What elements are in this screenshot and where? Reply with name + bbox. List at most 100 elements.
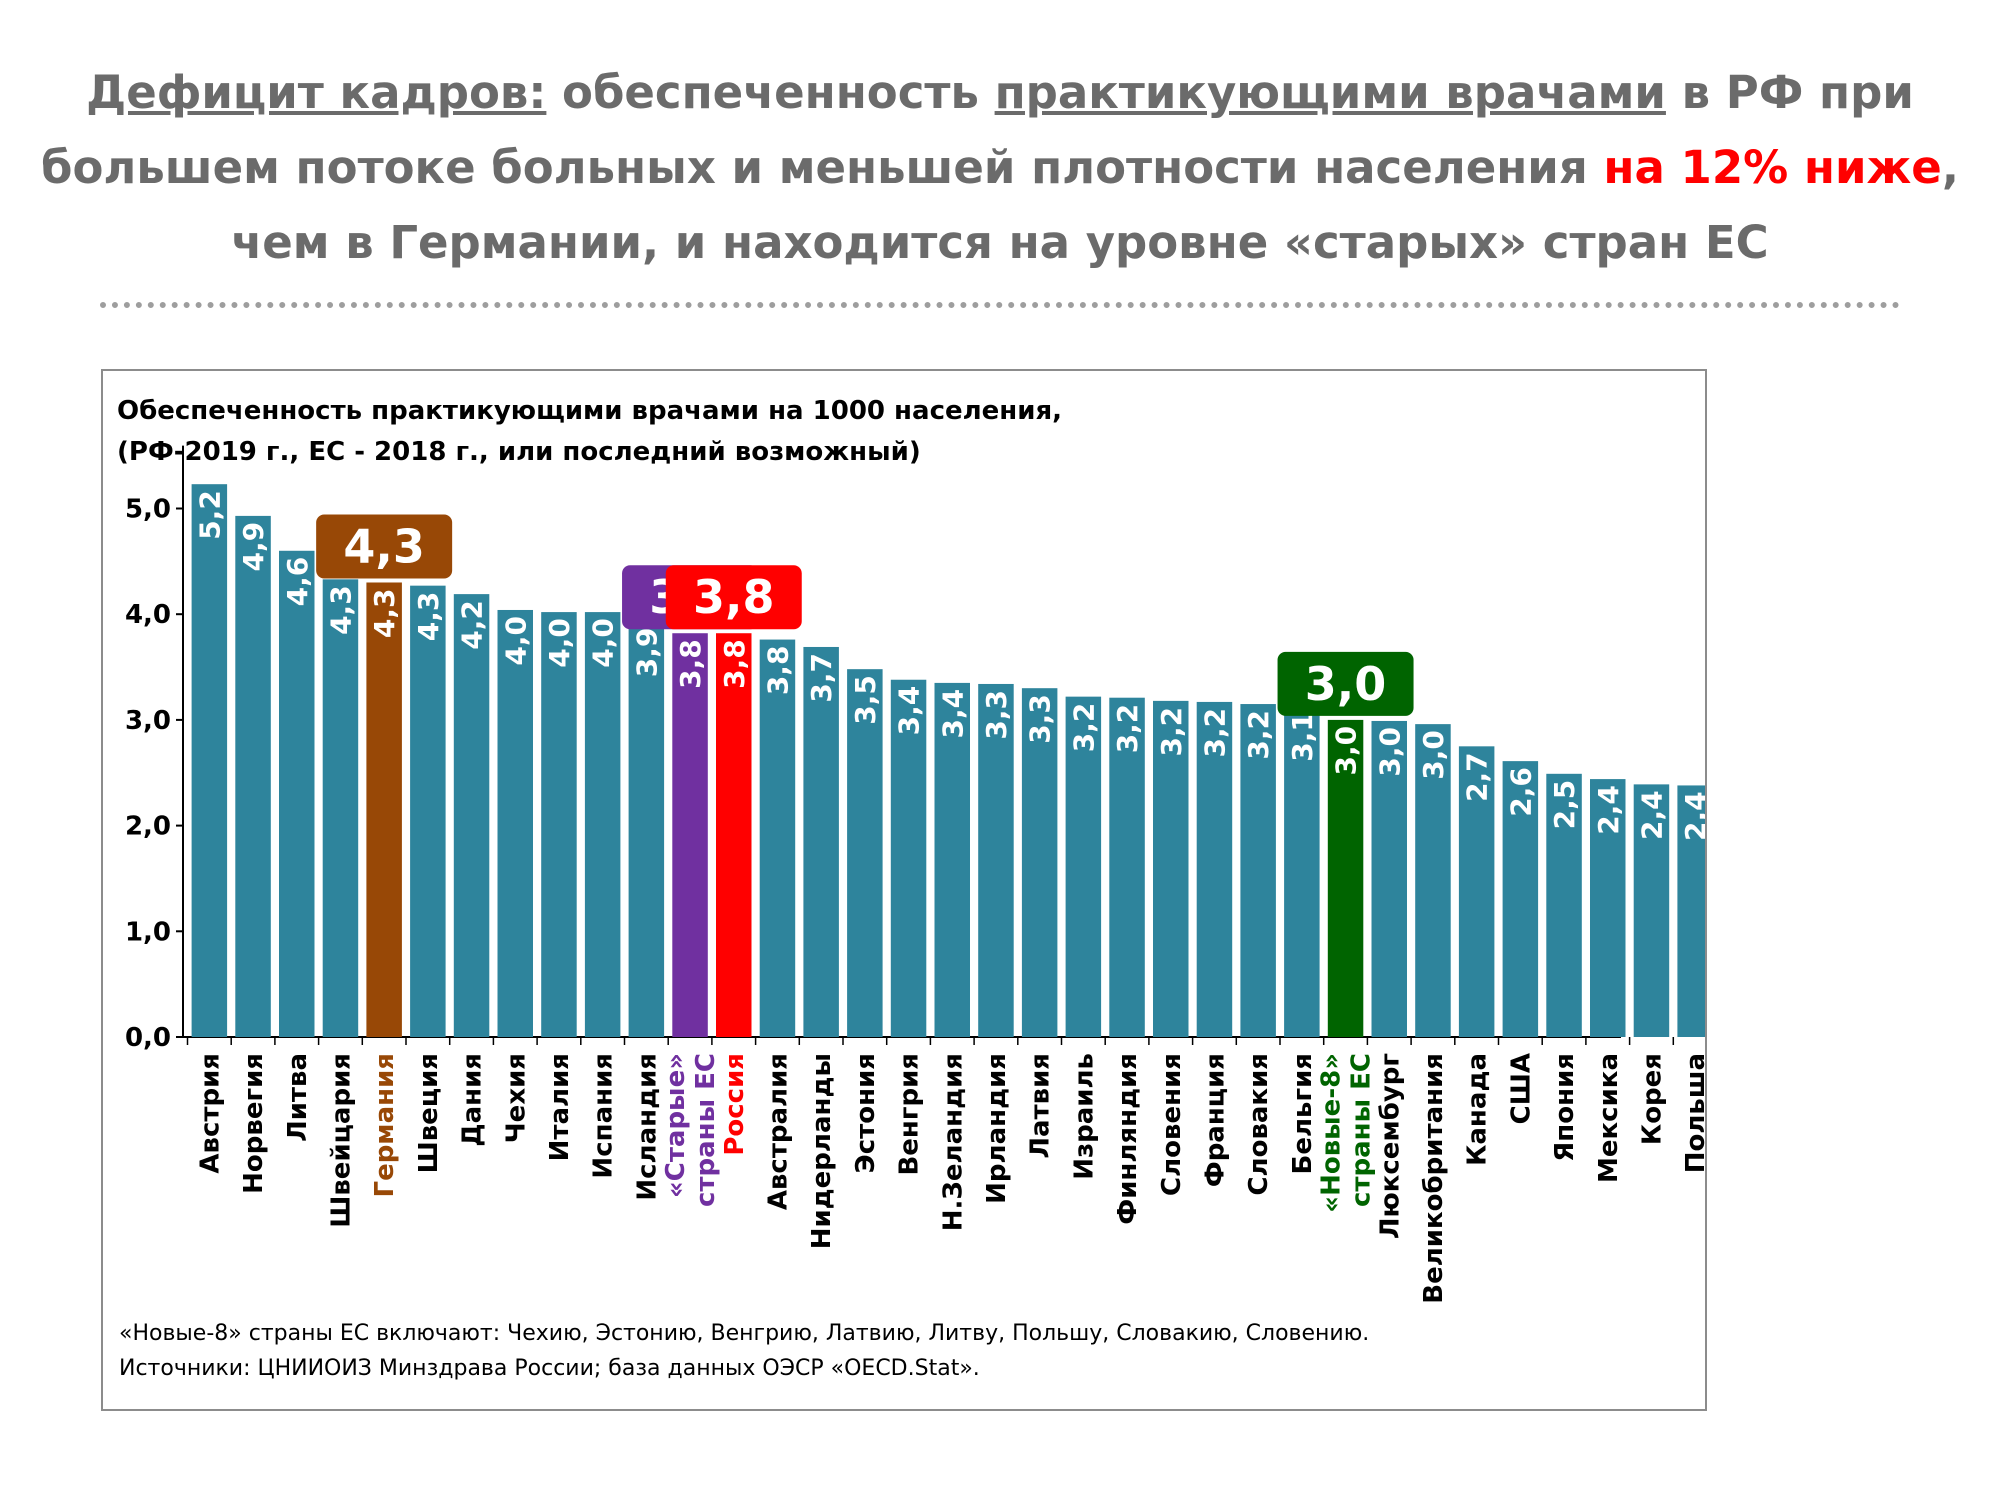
x-category-label: Ирландия bbox=[982, 1053, 1012, 1204]
bar bbox=[279, 550, 315, 1037]
headline-text: обеспеченность bbox=[546, 66, 995, 119]
bar-value-label: 3,1 bbox=[1286, 712, 1319, 762]
x-category-label: Словения bbox=[1157, 1053, 1187, 1196]
y-tick-label: 1,0 bbox=[125, 917, 171, 947]
x-category-label: Польша bbox=[1681, 1053, 1705, 1173]
bar bbox=[1327, 719, 1364, 1037]
bar bbox=[453, 594, 490, 1037]
y-tick-label: 5,0 bbox=[125, 495, 171, 525]
x-category-label: Израиль bbox=[1069, 1053, 1099, 1180]
x-category-label: Россия bbox=[720, 1053, 750, 1156]
bar bbox=[1590, 779, 1626, 1037]
bar bbox=[322, 579, 359, 1037]
x-category-label: страны ЕС bbox=[1347, 1053, 1377, 1207]
bar bbox=[759, 639, 796, 1037]
x-category-label: Бельгия bbox=[1288, 1053, 1318, 1174]
headline-text: большем потоке больных и меньшей плотнос… bbox=[41, 141, 1604, 194]
bar-value-label: 3,3 bbox=[1024, 694, 1057, 744]
bar-value-label: 4,0 bbox=[499, 616, 532, 666]
callout: 4,3 bbox=[316, 514, 453, 579]
bar-value-label: 3,7 bbox=[805, 653, 838, 703]
bar-value-label: 3,0 bbox=[1330, 726, 1363, 776]
callout-box bbox=[665, 565, 802, 630]
bar-value-label: 3,8 bbox=[718, 639, 751, 689]
headline-highlight: на 12% ниже bbox=[1603, 141, 1942, 194]
bar-value-label: 2,4 bbox=[1679, 791, 1705, 841]
chart-title-line-2: (РФ-2019 г., ЕС - 2018 г., или последний… bbox=[117, 437, 921, 467]
x-category-label: Швеция bbox=[414, 1053, 444, 1173]
callout-value: 3,8 bbox=[693, 570, 775, 624]
headline-staff-deficit: Дефицит кадров: bbox=[86, 66, 547, 119]
x-category-label: Австралия bbox=[763, 1053, 793, 1210]
headline-practicing-doctors: практикующими врачами bbox=[994, 66, 1666, 119]
x-category-label: Нидерланды bbox=[807, 1053, 837, 1249]
bar-value-label: 4,3 bbox=[368, 588, 401, 638]
x-category-label: Чехия bbox=[501, 1053, 531, 1143]
bar bbox=[1633, 784, 1670, 1037]
bar-value-label: 4,6 bbox=[281, 557, 314, 607]
bar-value-label: 4,0 bbox=[543, 618, 576, 668]
bar bbox=[716, 633, 752, 1037]
bar-value-label: 4,3 bbox=[324, 585, 357, 635]
bar-value-label: 2,4 bbox=[1592, 785, 1625, 835]
bar bbox=[803, 646, 839, 1037]
callout: 3,8 bbox=[665, 565, 802, 630]
bar bbox=[672, 633, 708, 1037]
bar bbox=[497, 609, 533, 1037]
bar bbox=[1415, 724, 1451, 1037]
x-category-label: Венгрия bbox=[895, 1053, 925, 1176]
bar bbox=[978, 683, 1014, 1037]
callout-value: 4,3 bbox=[343, 519, 425, 573]
y-tick-label: 0,0 bbox=[125, 1023, 171, 1053]
bar bbox=[1284, 706, 1320, 1037]
bar-value-label: 3,5 bbox=[849, 675, 882, 725]
bar bbox=[890, 679, 927, 1037]
bar bbox=[1546, 773, 1582, 1037]
x-category-label: Норвегия bbox=[239, 1053, 269, 1194]
x-category-label: страны ЕС bbox=[691, 1053, 721, 1207]
headline-text: , bbox=[1941, 141, 1959, 194]
bar-value-label: 3,9 bbox=[630, 628, 663, 678]
y-tick-label: 3,0 bbox=[125, 706, 171, 736]
bar bbox=[191, 484, 228, 1038]
x-category-label: Эстония bbox=[851, 1053, 881, 1173]
chart-frame: Обеспеченность практикующими врачами на … bbox=[101, 369, 1707, 1411]
x-category-label: Исландия bbox=[632, 1053, 662, 1201]
bar bbox=[1065, 696, 1102, 1037]
x-category-label: Литва bbox=[283, 1053, 313, 1142]
bar-value-label: 2,6 bbox=[1504, 767, 1537, 817]
bar bbox=[847, 669, 883, 1037]
x-category-label: Швейцария bbox=[326, 1053, 356, 1228]
bar-value-label: 2,7 bbox=[1461, 752, 1494, 802]
headline-text: в РФ при bbox=[1665, 66, 1914, 119]
bar bbox=[541, 612, 577, 1037]
x-category-label: «Старые» bbox=[661, 1053, 691, 1198]
x-category-label: Дания bbox=[458, 1053, 488, 1147]
callout-box bbox=[316, 514, 453, 579]
bar bbox=[934, 682, 970, 1037]
bar-value-label: 4,9 bbox=[237, 522, 270, 572]
bar-value-label: 3,2 bbox=[1198, 708, 1231, 758]
bar-value-label: 3,2 bbox=[1067, 703, 1100, 753]
bar-value-label: 3,4 bbox=[893, 686, 926, 736]
bar bbox=[235, 515, 271, 1037]
x-category-label: Испания bbox=[589, 1053, 619, 1179]
bar-value-label: 4,0 bbox=[587, 618, 620, 668]
bar bbox=[1677, 785, 1705, 1037]
x-category-label: Австрия bbox=[195, 1053, 225, 1174]
chart-footnote: «Новые-8» страны ЕС включают: Чехию, Эст… bbox=[119, 1316, 1369, 1386]
bar-value-label: 3,3 bbox=[980, 690, 1013, 740]
bar bbox=[1021, 688, 1058, 1037]
footnote-sources: Источники: ЦНИИОИЗ Минздрава России; баз… bbox=[119, 1356, 980, 1381]
bar bbox=[1502, 761, 1539, 1037]
bar-value-label: 4,3 bbox=[412, 592, 445, 642]
x-category-label: Япония bbox=[1550, 1053, 1580, 1162]
x-category-label: Н.Зеландия bbox=[938, 1053, 968, 1231]
x-category-label: Великобритания bbox=[1419, 1053, 1449, 1304]
x-category-label: Латвия bbox=[1026, 1053, 1056, 1159]
bar bbox=[1196, 701, 1233, 1037]
x-category-label: «Новые-8» bbox=[1317, 1053, 1347, 1213]
chart-title-line-1: Обеспеченность практикующими врачами на … bbox=[117, 396, 1063, 426]
bar bbox=[366, 582, 402, 1037]
x-category-label: Канада bbox=[1463, 1053, 1493, 1166]
